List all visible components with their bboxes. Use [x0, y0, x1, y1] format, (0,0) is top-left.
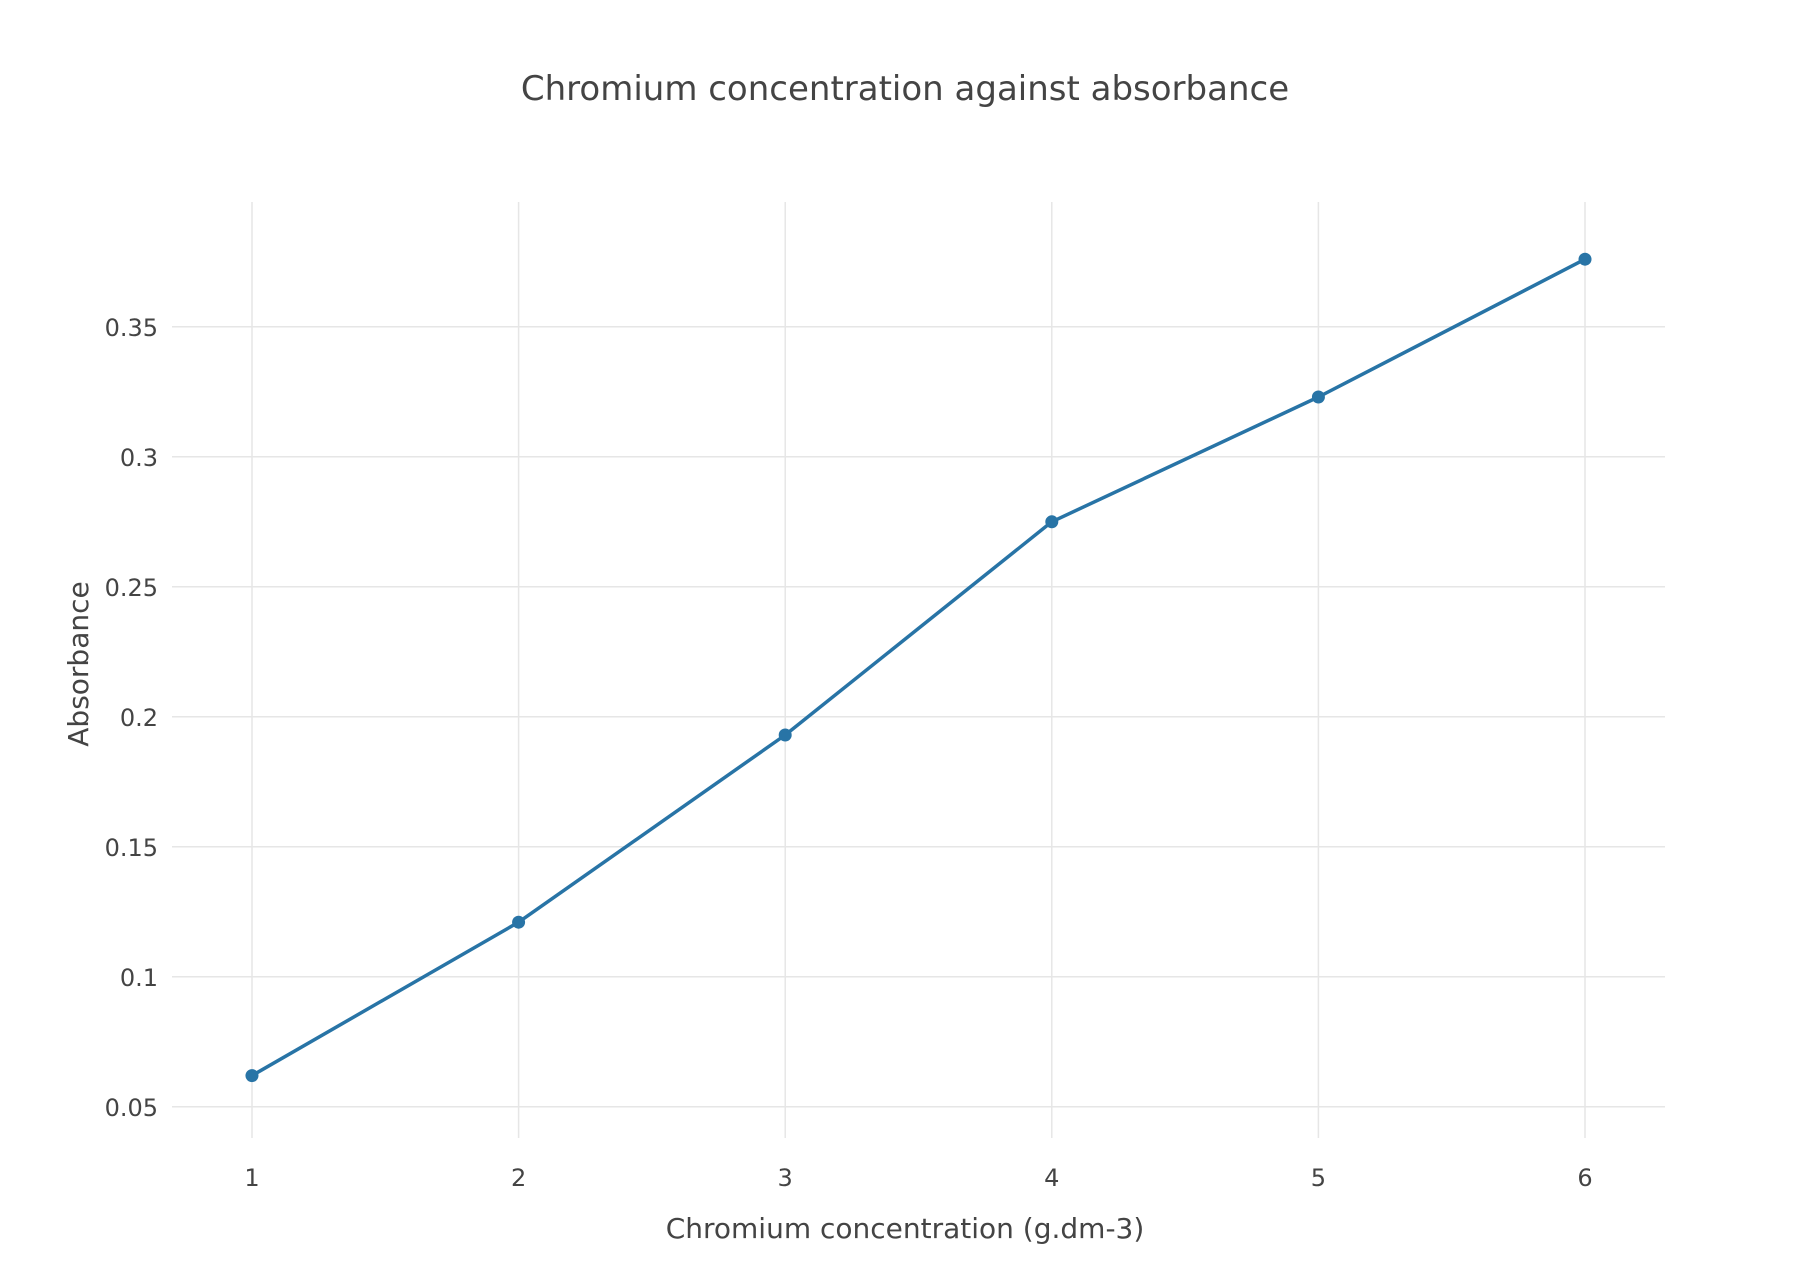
y-axis-title: Absorbance: [62, 581, 95, 746]
x-tick-label: 1: [244, 1164, 259, 1192]
x-tick-label: 4: [1044, 1164, 1059, 1192]
tick-label-layer: 1 2 3 4 5 6 0.05 0.1 0.15 0.2 0.25 0.3 0.35: [105, 314, 1593, 1192]
y-tick-label: 0.35: [105, 314, 158, 342]
x-tick-label: 2: [511, 1164, 526, 1192]
data-point[interactable]: [1045, 515, 1059, 529]
data-point[interactable]: [1311, 390, 1325, 404]
y-tick-label: 0.1: [120, 964, 158, 992]
grid-layer: [172, 202, 1665, 1138]
x-tick-label: 3: [778, 1164, 793, 1192]
y-tick-label: 0.15: [105, 834, 158, 862]
data-point[interactable]: [245, 1069, 259, 1083]
data-point[interactable]: [512, 915, 526, 929]
x-tick-label: 6: [1577, 1164, 1592, 1192]
y-tick-label: 0.2: [120, 704, 158, 732]
x-tick-label: 5: [1311, 1164, 1326, 1192]
chart-title: Chromium concentration against absorbanc…: [521, 69, 1289, 109]
data-point[interactable]: [778, 728, 792, 742]
y-tick-label: 0.3: [120, 444, 158, 472]
x-axis-title: Chromium concentration (g.dm-3): [666, 1212, 1145, 1245]
y-tick-label: 0.25: [105, 574, 158, 602]
y-tick-label: 0.05: [105, 1094, 158, 1122]
data-point[interactable]: [1578, 252, 1592, 266]
series-line: [250, 257, 1587, 1078]
series-layer: [245, 252, 1592, 1083]
